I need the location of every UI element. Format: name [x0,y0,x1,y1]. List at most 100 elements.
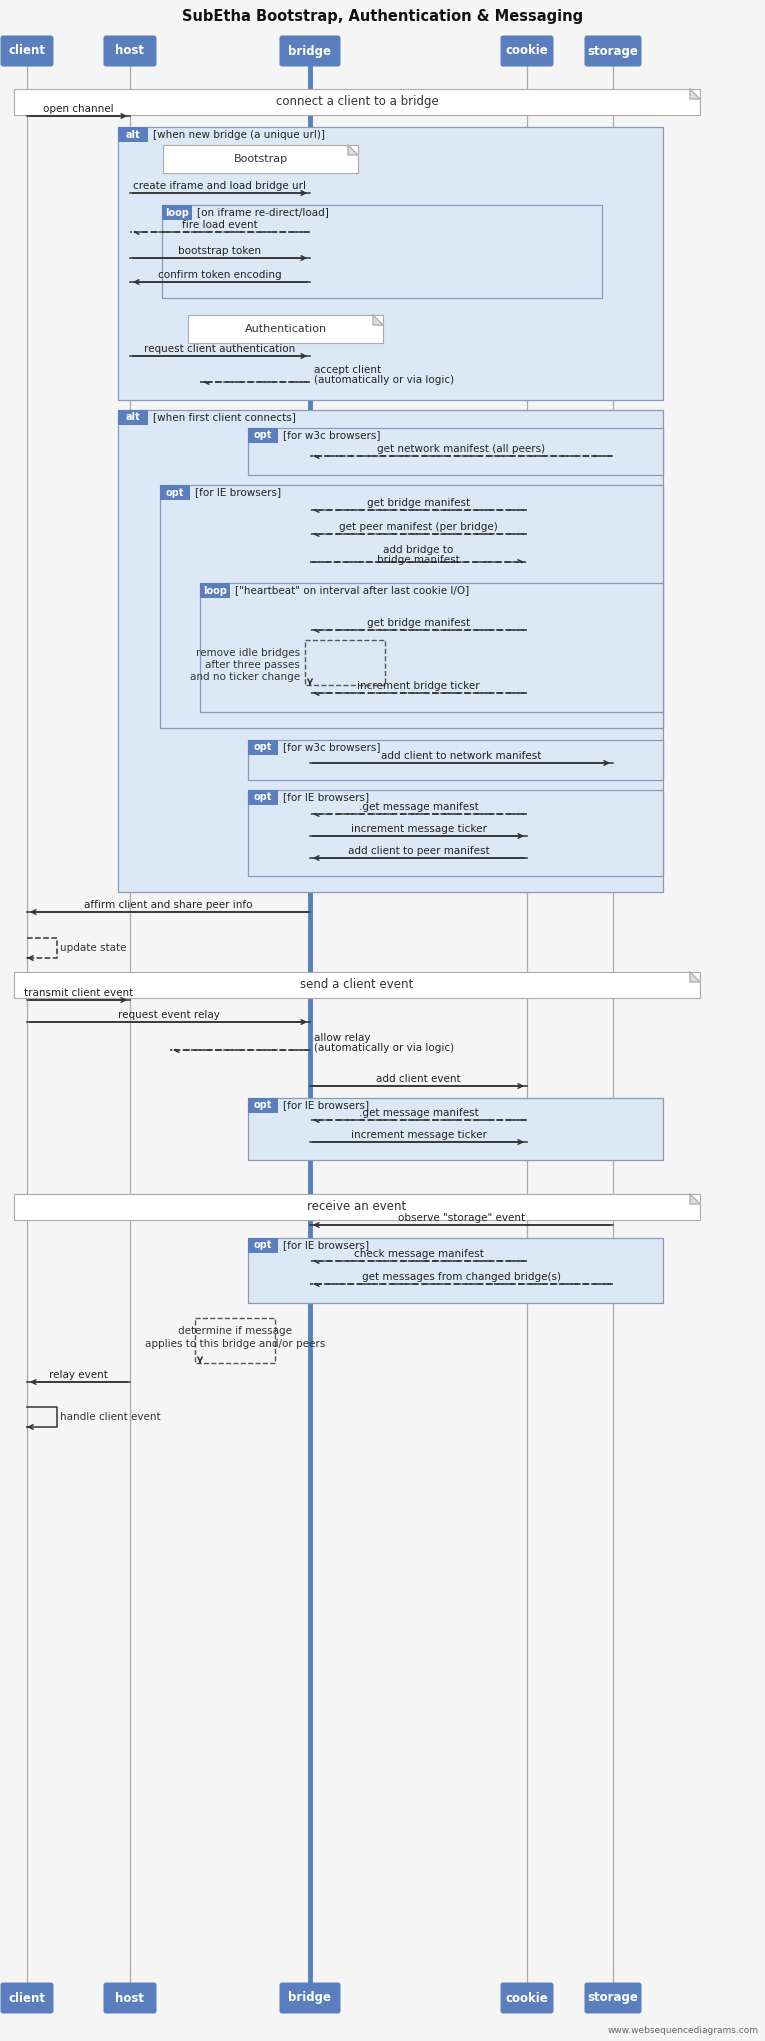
Polygon shape [373,314,383,325]
Bar [248,741,663,780]
Bar [188,314,383,343]
Text: client: client [8,45,45,57]
Text: loop: loop [203,586,227,596]
Bar [14,1194,700,1221]
FancyBboxPatch shape [500,35,554,67]
Text: add client to peer manifest: add client to peer manifest [347,847,490,855]
Text: get messages from changed bridge(s): get messages from changed bridge(s) [362,1272,561,1282]
Text: [when first client connects]: [when first client connects] [153,412,296,422]
Text: observe "storage" event: observe "storage" event [398,1212,525,1223]
Bar [248,1098,663,1159]
Text: loop: loop [165,208,189,218]
Text: increment message ticker: increment message ticker [350,1131,487,1141]
Text: determine if message: determine if message [178,1327,292,1337]
Text: get peer manifest (per bridge): get peer manifest (per bridge) [339,522,498,533]
Text: handle client event: handle client event [60,1412,161,1423]
Text: request client authentication: request client authentication [145,345,295,353]
Text: get bridge manifest: get bridge manifest [367,498,470,508]
Text: and no ticker change: and no ticker change [190,671,300,682]
Text: www.websequencediagrams.com: www.websequencediagrams.com [608,2027,759,2035]
Text: [for IE browsers]: [for IE browsers] [283,1241,369,1251]
FancyBboxPatch shape [500,1982,554,2014]
Text: .get message manifest: .get message manifest [359,1108,478,1118]
Text: affirm client and share peer info: affirm client and share peer info [84,900,252,910]
Bar [200,584,663,712]
Text: request event relay: request event relay [118,1010,220,1020]
Bar [118,127,663,400]
Text: allow relay: allow relay [314,1033,370,1043]
Text: cookie: cookie [506,45,549,57]
Bar [118,410,663,892]
Text: host: host [116,45,145,57]
Text: SubEtha Bootstrap, Authentication & Messaging: SubEtha Bootstrap, Authentication & Mess… [182,10,583,24]
Bar [162,204,602,298]
Text: opt: opt [254,431,272,441]
Bar [248,1098,278,1112]
Bar [248,790,278,804]
Text: accept client: accept client [314,365,381,376]
Text: after three passes: after three passes [205,659,300,669]
FancyBboxPatch shape [584,35,642,67]
Bar [248,1239,278,1253]
Text: send a client event: send a client event [301,978,414,992]
Bar [248,790,663,876]
Text: opt: opt [166,488,184,498]
Text: add bridge to: add bridge to [383,545,454,555]
Text: [on iframe re-direct/load]: [on iframe re-direct/load] [197,208,329,218]
Text: [for IE browsers]: [for IE browsers] [195,488,281,498]
Text: alt: alt [125,412,140,422]
Text: client: client [8,1992,45,2004]
FancyBboxPatch shape [1,1982,54,2014]
Text: increment bridge ticker: increment bridge ticker [357,682,480,692]
Text: relay event: relay event [49,1370,108,1380]
FancyBboxPatch shape [279,1982,340,2014]
Bar [14,90,700,114]
Bar [200,584,230,598]
Text: transmit client event: transmit client event [24,988,133,998]
FancyBboxPatch shape [584,1982,642,2014]
Text: bootstrap token: bootstrap token [178,247,262,255]
Text: storage: storage [588,1992,639,2004]
Bar [163,145,358,173]
Text: ["heartbeat" on interval after last cookie I/O]: ["heartbeat" on interval after last cook… [235,586,469,596]
Text: increment message ticker: increment message ticker [350,825,487,835]
Text: check message manifest: check message manifest [353,1249,483,1259]
Text: (automatically or via logic): (automatically or via logic) [314,1043,454,1053]
Text: get bridge manifest: get bridge manifest [367,618,470,629]
Text: update state: update state [60,943,126,953]
Bar [248,1239,663,1302]
FancyBboxPatch shape [279,35,340,67]
Text: storage: storage [588,45,639,57]
Text: fire load event: fire load event [182,220,258,231]
Bar [14,972,700,998]
Bar [160,486,663,729]
Bar [248,429,663,476]
FancyBboxPatch shape [1,35,54,67]
Text: [for w3c browsers]: [for w3c browsers] [283,743,380,753]
Text: confirm token encoding: confirm token encoding [158,269,282,280]
Bar [305,641,385,686]
Text: connect a client to a bridge: connect a client to a bridge [275,96,438,108]
Text: [for w3c browsers]: [for w3c browsers] [283,431,380,441]
Bar [248,741,278,755]
Text: bridge: bridge [288,1992,331,2004]
Text: opt: opt [254,1100,272,1110]
Text: create iframe and load bridge url: create iframe and load bridge url [134,182,307,192]
Text: .get message manifest: .get message manifest [359,802,478,812]
Text: opt: opt [254,743,272,753]
Bar [195,1318,275,1363]
Text: applies to this bridge and/or peers: applies to this bridge and/or peers [145,1339,325,1349]
Bar [248,429,278,443]
Text: add client to network manifest: add client to network manifest [381,751,542,761]
Bar [118,410,148,425]
Polygon shape [690,90,700,100]
Text: receive an event: receive an event [308,1200,407,1214]
Text: Authentication: Authentication [245,325,327,335]
Bar [160,486,190,500]
Text: [for IE browsers]: [for IE browsers] [283,792,369,802]
Polygon shape [690,972,700,982]
Text: remove idle bridges: remove idle bridges [196,647,300,657]
Bar [162,204,192,220]
Text: open channel: open channel [43,104,114,114]
Text: cookie: cookie [506,1992,549,2004]
